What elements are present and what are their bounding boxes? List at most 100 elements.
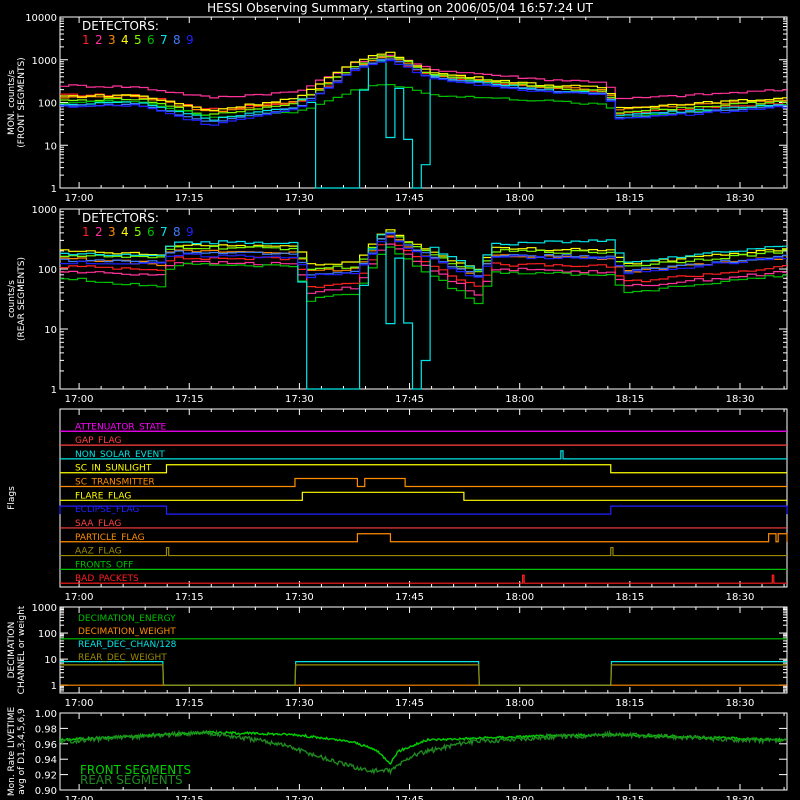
decimation-label: DECIMATION_ENERGY [78,614,176,624]
decimation-ytick-label: 100 [38,629,57,640]
flag-label: FRONTS_OFF [75,560,133,570]
front-legend-digit: 3 [108,33,116,47]
livetime-xtick-label: 18:30 [726,795,755,800]
livetime-xtick-label: 17:45 [395,795,424,800]
decimation-label: REAR_DEC_WEIGHT [78,653,167,663]
rear-legend-digit: 1 [82,225,90,239]
front-xtick-label: 17:00 [65,193,94,204]
flags-ylabel: Flags [7,486,17,510]
front-legend-digit: 9 [186,33,194,47]
rear-ytick-label: 1 [51,385,57,396]
flags-xtick-label: 17:00 [65,592,94,603]
front-ytick-label: 10000 [25,13,57,24]
decimation-ylabel2: CHANNEL or weight [17,605,27,694]
rear-series-7 [60,234,787,390]
front-legend-digit: 4 [121,33,129,47]
flag-label: FLARE_FLAG [75,491,131,501]
front-xtick-label: 17:45 [395,193,424,204]
decimation-ytick-label: 10 [44,655,57,666]
front-legend-digit: 5 [134,33,142,47]
front-xtick-label: 17:15 [175,193,204,204]
front-series-7 [60,60,787,189]
flag-label: PARTICLE_FLAG [75,533,145,543]
decimation-xtick-label: 17:15 [175,698,204,709]
decimation-xtick-label: 17:45 [395,698,424,709]
rear-legend-digit: 5 [134,225,142,239]
livetime-ytick-label: 0.92 [35,771,57,782]
flags-frame [59,408,788,588]
rear-legend-digit: 4 [121,225,129,239]
rear-xtick-label: 18:00 [505,394,534,405]
decimation-label: REAR_DEC_CHAN/128 [78,640,177,650]
flag-line [60,477,787,488]
rear-xtick-label: 17:15 [175,394,204,405]
flag-label: ATTENUATOR_STATE [75,422,167,432]
livetime-xtick-label: 17:15 [175,795,204,800]
livetime-xtick-label: 18:00 [505,795,534,800]
rear-panel: 17:00 17:15 17:30 17:45 18:00 18:15 18:30 1 10 10… [7,205,788,405]
livetime-xtick-label: 18:15 [615,795,644,800]
rear-xtick-label: 17:30 [285,394,314,405]
panels-group: 17:00 17:15 17:30 17:45 18:00 18:15 18:3011010… [7,13,788,800]
front-legend-digit: 2 [95,33,103,47]
front-ytick-label: 100 [38,99,57,110]
front-xtick-label: 17:30 [285,193,314,204]
flag-label: GAP_FLAG [75,436,121,446]
flags-xtick-label: 18:00 [505,592,534,603]
decimation-xtick-label: 17:00 [65,698,94,709]
livetime-ytick-label: 0.98 [35,724,57,735]
decimation-ylabel: DECIMATION [7,622,17,679]
front-xtick-label: 18:15 [615,193,644,204]
rear-legend-digit: 9 [186,225,194,239]
rear-series-8 [60,232,787,277]
rear-xtick-label: 17:45 [395,394,424,405]
flag-line [60,450,787,460]
livetime-ytick-label: 0.94 [35,755,57,766]
livetime-ylabel: Mon. Rate LIVETIME [7,707,17,797]
flag-label: SAA_FLAG [75,519,121,529]
flag-line [60,546,787,557]
decimation-panel: 17:00 17:15 17:30 17:45 18:00 18:15 18:30 1 10 10… [7,603,788,709]
front-ytick-label: 10 [44,141,57,152]
rear-ytick-label: 1000 [32,205,57,216]
rear-ylabel2: (REAR SEGMENTS) [17,257,27,341]
front-legend-digit: 8 [173,33,181,47]
rear-ytick-label: 10 [44,325,57,336]
flag-label: AAZ_FLAG [75,547,122,557]
rear-ylabel: counts/s [7,280,17,318]
front-legend-digit: 6 [147,33,155,47]
flags-panel: 17:00 17:15 17:30 17:45 18:00 18:15 18:30 Flags… [7,408,788,603]
flag-label: BAD_PACKETS [75,574,139,584]
front-legend-digit: 7 [160,33,168,47]
rear-series-9 [60,233,787,279]
rear-xtick-label: 18:30 [726,394,755,405]
rear-legend-digit: 2 [95,225,103,239]
rear-legend-title: DETECTORS: [82,211,159,225]
livetime-panel: 17:00 17:15 17:30 17:45 18:00 18:15 18:30 0.90 0… [7,707,788,800]
livetime-legend-label: FRONT SEGMENTS [80,763,191,777]
front-ylabel: MON. counts/s [7,70,17,135]
front-xtick-label: 18:30 [726,193,755,204]
livetime-legend-label: REAR SEGMENTS [80,773,183,787]
flag-line [60,491,787,501]
decimation-xtick-label: 18:15 [615,698,644,709]
flags-xtick-label: 17:30 [285,592,314,603]
figure-title: HESSI Observing Summary, starting on 200… [207,1,593,15]
rear-xtick-label: 17:00 [65,394,94,405]
front-series-9 [60,60,787,126]
rear-legend-digit: 7 [160,225,168,239]
rear-legend-digit: 6 [147,225,155,239]
flags-xtick-label: 18:30 [726,592,755,603]
front-legend-title: DETECTORS: [82,19,159,33]
decimation-xtick-label: 18:00 [505,698,534,709]
front-ytick-label: 1 [51,184,57,195]
flag-line [60,574,787,584]
front-legend-digit: 1 [82,33,90,47]
livetime-ytick-label: 0.96 [35,740,57,751]
front-ylabel2: (FRONT SEGMENTS) [17,57,27,147]
front-series-2 [60,54,787,100]
livetime-xtick-label: 17:00 [65,795,94,800]
decimation-xtick-label: 18:30 [726,698,755,709]
rear-frame [59,208,788,390]
